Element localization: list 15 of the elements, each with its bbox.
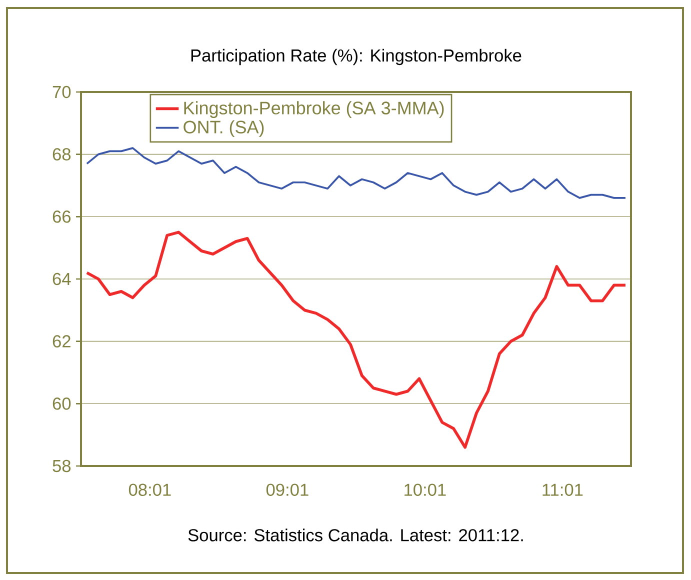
y-tick-label: 58 [52,460,71,472]
x-tick-label: 11:01 [542,484,583,496]
legend-label: ONT. (SA) [184,120,264,137]
y-tick-label: 66 [52,210,71,223]
y-tick-label: 64 [52,272,71,286]
legend-label: Kingston-Pembroke (SA 3-MMA) [184,101,444,118]
x-tick-label: 10:01 [404,484,446,496]
x-tick-label: 08:01 [128,484,171,496]
y-tick-label: 62 [52,335,70,348]
x-tick-label: 09:01 [266,484,308,496]
y-tick-label: 70 [52,86,71,98]
y-tick-label: 68 [52,148,71,160]
source-note: Source: Statistics Canada. Latest: 2011:12. [188,528,523,542]
y-tick-label: 60 [52,398,71,410]
chart-title: Participation Rate (%): Kingston-Pembroke [191,48,522,66]
